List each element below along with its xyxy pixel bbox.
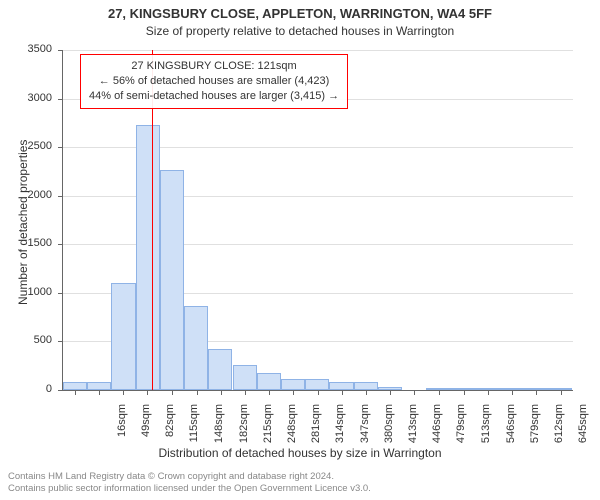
annotation-line: ← 56% of detached houses are smaller (4,…	[89, 74, 339, 89]
x-tick-label: 314sqm	[334, 404, 346, 454]
x-tick-mark	[269, 390, 270, 395]
x-tick-label: 479sqm	[455, 404, 467, 454]
x-tick-mark	[75, 390, 76, 395]
x-tick-label: 380sqm	[383, 404, 395, 454]
x-tick-label: 82sqm	[164, 404, 176, 454]
histogram-bar	[87, 382, 111, 390]
y-tick-mark	[58, 196, 63, 197]
histogram-bar	[257, 373, 281, 390]
chart-subtitle: Size of property relative to detached ho…	[0, 24, 600, 38]
x-tick-mark	[390, 390, 391, 395]
histogram-bar	[184, 306, 208, 391]
x-tick-mark	[488, 390, 489, 395]
gridline	[63, 50, 573, 51]
y-tick-mark	[58, 99, 63, 100]
x-tick-mark	[366, 390, 367, 395]
histogram-bar	[136, 125, 160, 390]
y-axis-label: Number of detached properties	[16, 140, 30, 305]
x-tick-mark	[221, 390, 222, 395]
x-tick-mark	[342, 390, 343, 395]
histogram-bar	[523, 388, 547, 390]
x-tick-mark	[536, 390, 537, 395]
y-tick-label: 2500	[0, 140, 52, 152]
y-tick-label: 2000	[0, 189, 52, 201]
y-tick-mark	[58, 244, 63, 245]
x-tick-label: 281sqm	[310, 404, 322, 454]
y-tick-mark	[58, 293, 63, 294]
x-tick-mark	[245, 390, 246, 395]
histogram-bar	[208, 349, 232, 390]
x-tick-label: 215sqm	[262, 404, 274, 454]
y-tick-mark	[58, 147, 63, 148]
x-tick-label: 115sqm	[188, 404, 200, 454]
x-tick-label: 182sqm	[238, 404, 250, 454]
x-tick-mark	[464, 390, 465, 395]
histogram-bar	[233, 365, 257, 390]
y-tick-mark	[58, 341, 63, 342]
histogram-bar	[499, 388, 523, 390]
annotation-line: 44% of semi-detached houses are larger (…	[89, 89, 339, 104]
histogram-bar	[547, 388, 571, 390]
histogram-bar	[160, 170, 184, 390]
x-tick-label: 645sqm	[577, 404, 589, 454]
x-tick-label: 347sqm	[359, 404, 371, 454]
y-tick-label: 0	[0, 383, 52, 395]
y-tick-label: 3500	[0, 43, 52, 55]
x-tick-label: 16sqm	[116, 404, 128, 454]
x-tick-label: 579sqm	[529, 404, 541, 454]
x-tick-label: 446sqm	[431, 404, 443, 454]
credit-line: Contains HM Land Registry data © Crown c…	[8, 471, 592, 483]
x-tick-mark	[512, 390, 513, 395]
y-tick-label: 1500	[0, 237, 52, 249]
x-tick-label: 49sqm	[140, 404, 152, 454]
x-tick-mark	[561, 390, 562, 395]
x-tick-mark	[414, 390, 415, 395]
x-tick-label: 546sqm	[505, 404, 517, 454]
x-tick-mark	[439, 390, 440, 395]
chart-title: 27, KINGSBURY CLOSE, APPLETON, WARRINGTO…	[0, 6, 600, 21]
histogram-bar	[426, 388, 450, 390]
histogram-bar	[450, 388, 474, 390]
y-tick-label: 3000	[0, 92, 52, 104]
annotation-box: 27 KINGSBURY CLOSE: 121sqm ← 56% of deta…	[80, 54, 348, 109]
x-tick-mark	[99, 390, 100, 395]
x-tick-label: 413sqm	[407, 404, 419, 454]
y-tick-mark	[58, 390, 63, 391]
histogram-bar	[475, 388, 499, 390]
y-tick-label: 1000	[0, 286, 52, 298]
histogram-bar	[354, 382, 378, 390]
histogram-bar	[305, 379, 329, 390]
histogram-bar	[63, 382, 87, 390]
figure: 27, KINGSBURY CLOSE, APPLETON, WARRINGTO…	[0, 0, 600, 500]
x-tick-mark	[318, 390, 319, 395]
annotation-line: 27 KINGSBURY CLOSE: 121sqm	[89, 59, 339, 74]
x-tick-mark	[172, 390, 173, 395]
histogram-bar	[281, 379, 305, 390]
histogram-bar	[111, 283, 135, 390]
x-tick-mark	[123, 390, 124, 395]
x-tick-mark	[197, 390, 198, 395]
credit-line: Contains public sector information licen…	[8, 483, 592, 495]
histogram-bar	[329, 382, 353, 390]
x-tick-label: 612sqm	[553, 404, 565, 454]
x-tick-label: 248sqm	[286, 404, 298, 454]
x-tick-mark	[147, 390, 148, 395]
y-tick-mark	[58, 50, 63, 51]
x-tick-label: 148sqm	[213, 404, 225, 454]
x-tick-mark	[293, 390, 294, 395]
x-tick-label: 513sqm	[480, 404, 492, 454]
y-tick-label: 500	[0, 334, 52, 346]
